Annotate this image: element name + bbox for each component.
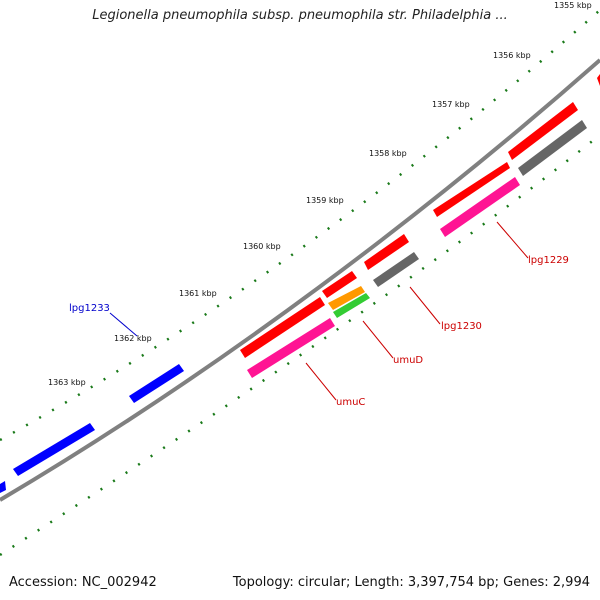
gene-label-lpg1230[interactable]: lpg1230 <box>441 321 482 332</box>
backbone-ring <box>0 58 600 502</box>
tick-label-1358: 1358 kbp <box>369 149 407 158</box>
label-connector-umuD <box>362 320 394 359</box>
gene-feature-gray[interactable] <box>373 252 419 287</box>
gene-feature-red[interactable] <box>322 271 357 298</box>
tick-label-1361: 1361 kbp <box>179 289 217 298</box>
tick-label-1357: 1357 kbp <box>432 100 470 109</box>
gene-feature-red[interactable] <box>240 297 325 358</box>
gene-label-umuD[interactable]: umuD <box>393 355 423 366</box>
label-connector-lpg1233 <box>109 312 138 337</box>
tick-label-1356: 1356 kbp <box>493 51 531 60</box>
reverse-strand-features <box>0 364 184 493</box>
gray-features <box>373 120 587 287</box>
label-connector-lpg1230 <box>409 286 441 325</box>
tick-label-1355: 1355 kbp <box>554 1 592 10</box>
gene-feature-green[interactable] <box>333 293 370 318</box>
pink-features <box>247 177 520 378</box>
accession-text: Accession: NC_002942 <box>9 575 157 590</box>
map-title: Legionella pneumophila subsp. pneumophil… <box>92 8 508 23</box>
topology-text: Topology: circular; Length: 3,397,754 bp… <box>232 575 590 590</box>
gene-feature-red-edge[interactable] <box>597 74 600 86</box>
gene-feature-blue[interactable] <box>0 481 6 493</box>
tick-label-1362: 1362 kbp <box>114 334 152 343</box>
gene-label-umuC[interactable]: umuC <box>336 397 365 408</box>
tick-label-1360: 1360 kbp <box>243 242 281 251</box>
gene-feature-pink[interactable] <box>247 318 335 378</box>
forward-strand-features <box>240 74 600 358</box>
label-connector-umuC <box>305 362 337 401</box>
outer-tick-ring <box>0 9 600 442</box>
gene-feature-red[interactable] <box>364 234 409 270</box>
gene-feature-red[interactable] <box>508 102 578 160</box>
tick-label-1363: 1363 kbp <box>48 378 86 387</box>
gene-label-lpg1229[interactable]: lpg1229 <box>528 255 569 266</box>
tick-label-1359: 1359 kbp <box>306 196 344 205</box>
gene-feature-red[interactable] <box>433 162 510 217</box>
gene-label-lpg1233[interactable]: lpg1233 <box>69 303 110 314</box>
gene-feature-blue[interactable] <box>129 364 184 403</box>
gene-feature-blue[interactable] <box>13 423 95 476</box>
gene-feature-orange[interactable] <box>328 286 365 310</box>
gene-feature-gray[interactable] <box>518 120 587 176</box>
label-connector-lpg1229 <box>496 221 529 259</box>
gene-feature-pink[interactable] <box>440 177 520 237</box>
